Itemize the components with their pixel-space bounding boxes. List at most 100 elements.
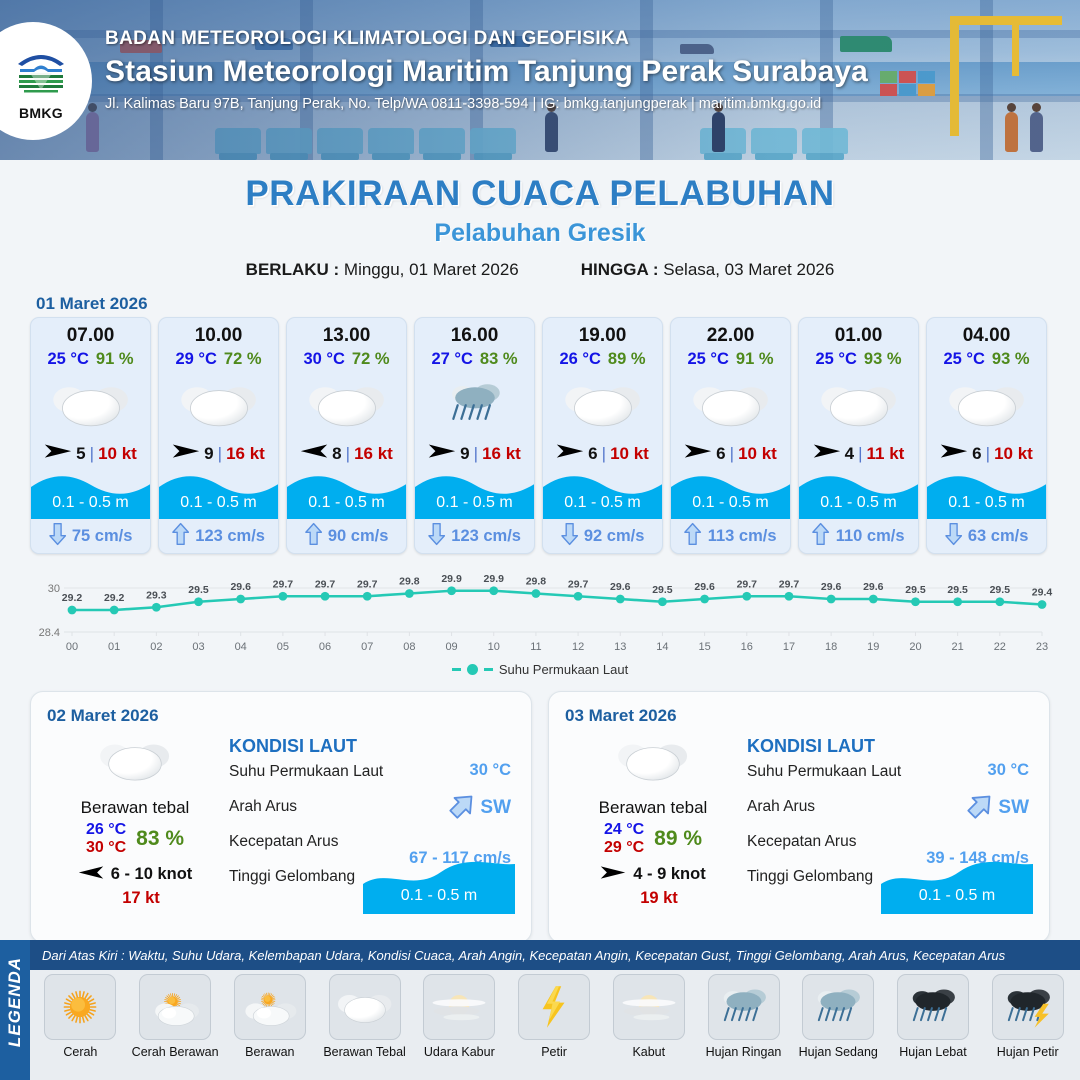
- berawan-tebal-icon: [47, 732, 223, 788]
- current-row: 123 cm/s: [415, 519, 534, 553]
- current-direction-value: SW: [480, 796, 511, 818]
- forecast-card[interactable]: 07.00 25 °C 91 % 5 | 10 kt 0.1 - 0.5 m: [30, 317, 151, 554]
- svg-text:11: 11: [530, 641, 541, 653]
- wave-height-value: 0.1 - 0.5 m: [180, 494, 257, 511]
- svg-text:29.7: 29.7: [273, 578, 294, 590]
- legend-side-tab: LEGENDA: [0, 940, 30, 1080]
- current-speed-value: 113 cm/s: [707, 526, 777, 545]
- forecast-temp-humidity: 25 °C 91 %: [671, 350, 790, 369]
- forecast-temperature: 25 °C: [687, 350, 729, 368]
- chart-legend: Suhu Permukaan Laut: [0, 662, 1080, 677]
- svg-text:30: 30: [48, 583, 60, 595]
- daily-temp-min: 24 °C: [603, 821, 645, 838]
- forecast-time: 10.00: [194, 325, 243, 346]
- daily-temp-column: 24 °C 29 °C: [604, 821, 644, 857]
- legend-item: Hujan Ringan: [699, 974, 788, 1059]
- berawan-tebal-icon: [287, 373, 406, 435]
- legend-item: Cerah: [36, 974, 125, 1059]
- daily-body: Berawan tebal 26 °C 30 °C 83 % 6 - 10 kn…: [47, 728, 515, 914]
- wind-direction-arrow-icon: [556, 442, 584, 465]
- wind-separator: |: [217, 444, 223, 463]
- forecast-card[interactable]: 10.00 29 °C 72 % 9 | 16 kt 0.1 - 0.5 m: [158, 317, 279, 554]
- svg-text:23: 23: [1036, 641, 1048, 653]
- forecast-wind-row: 4 | 11 kt: [799, 441, 918, 467]
- daily-temp-column: 26 °C 30 °C: [86, 821, 126, 857]
- hujan-ringan-icon: [415, 373, 534, 435]
- agency-name: BADAN METEOROLOGI KLIMATOLOGI DAN GEOFIS…: [105, 28, 630, 49]
- forecast-time: 01.00: [834, 325, 883, 346]
- current-speed-value: 75 cm/s: [71, 526, 133, 545]
- svg-text:17: 17: [783, 641, 795, 653]
- berawan-tebal-icon: [328, 974, 401, 1040]
- forecast-temp-humidity: 25 °C 93 %: [927, 350, 1046, 369]
- forecast-wind-row: 6 | 10 kt: [543, 441, 662, 467]
- sea-wave-row: Tinggi Gelombang: [229, 862, 515, 897]
- wave-block: 0.1 - 0.5 m: [159, 469, 278, 519]
- forecast-card[interactable]: 16.00 27 °C 83 % 9 | 16 kt 0.1 - 0.5 m 1…: [414, 317, 535, 554]
- wind-gust-value: 10 kt: [98, 444, 137, 463]
- wind-direction-arrow-icon: [78, 864, 104, 886]
- daily-forecast-panel[interactable]: 03 Maret 2026 Berawan tebal 24 °C 29 °C …: [548, 691, 1050, 943]
- forecast-time: 19.00: [578, 325, 627, 346]
- legend-item-label: Cerah Berawan: [131, 1045, 219, 1059]
- legend-item-label: Berawan Tebal: [323, 1045, 406, 1059]
- daily-wind-row: 6 - 10 knot: [47, 864, 223, 886]
- legend-bar: LEGENDA Dari Atas Kiri : Waktu, Suhu Uda…: [0, 940, 1080, 1080]
- legend-item-label: Kabut: [632, 1045, 666, 1059]
- svg-text:29.4: 29.4: [1032, 587, 1053, 599]
- legend-item: Berawan: [225, 974, 314, 1059]
- wind-separator: |: [89, 444, 95, 463]
- forecast-card[interactable]: 04.00 25 °C 93 % 6 | 10 kt 0.1 - 0.5 m: [926, 317, 1047, 554]
- sea-sst-row: Suhu Permukaan Laut 30 °C: [229, 757, 515, 792]
- current-row: 75 cm/s: [31, 519, 150, 553]
- wave-block: 0.1 - 0.5 m: [799, 469, 918, 519]
- forecast-wind-row: 6 | 10 kt: [671, 441, 790, 467]
- svg-text:29.6: 29.6: [694, 581, 715, 593]
- sst-label: Suhu Permukaan Laut: [229, 763, 384, 780]
- current-direction-arrow-icon: [428, 522, 446, 551]
- forecast-card[interactable]: 19.00 26 °C 89 % 6 | 10 kt 0.1 - 0.5 m: [542, 317, 663, 554]
- forecast-temp-humidity: 25 °C 93 %: [799, 350, 918, 369]
- svg-text:29.5: 29.5: [905, 584, 926, 596]
- forecast-card[interactable]: 22.00 25 °C 91 % 6 | 10 kt 0.1 - 0.5 m: [670, 317, 791, 554]
- legend-item-label: Hujan Sedang: [798, 1045, 878, 1059]
- svg-text:05: 05: [277, 641, 289, 653]
- daily-condition: Berawan tebal: [80, 798, 190, 817]
- forecast-humidity: 93 %: [991, 350, 1030, 368]
- wind-direction-value: 6: [588, 444, 598, 463]
- sea-wave-row: Tinggi Gelombang: [747, 862, 1033, 897]
- wave-height-value: 0.1 - 0.5 m: [820, 494, 897, 511]
- daily-left-column: Berawan tebal 24 °C 29 °C 89 % 4 - 9 kno…: [565, 728, 741, 908]
- forecast-temperature: 25 °C: [943, 350, 985, 368]
- sea-condition-title: KONDISI LAUT: [747, 736, 875, 756]
- sea-condition-block: KONDISI LAUT Suhu Permukaan Laut 30 °C A…: [741, 728, 1033, 914]
- legend-item-label: Berawan: [245, 1045, 295, 1059]
- daily-panel-row: 02 Maret 2026 Berawan tebal 26 °C 30 °C …: [0, 677, 1080, 943]
- daily-forecast-panel[interactable]: 02 Maret 2026 Berawan tebal 26 °C 30 °C …: [30, 691, 532, 943]
- daily-wave-block: 0.1 - 0.5 m: [363, 858, 515, 914]
- hujan-sedang-icon: [802, 974, 875, 1040]
- legend-line-icon: [483, 668, 493, 671]
- wave-height-value: 0.1 - 0.5 m: [308, 494, 385, 511]
- legend-item-label: Petir: [541, 1045, 567, 1059]
- forecast-card[interactable]: 13.00 30 °C 72 % 8 | 16 kt 0.1 - 0.5 m: [286, 317, 407, 554]
- daily-wind-value: 6 - 10 knot: [110, 865, 193, 884]
- svg-text:22: 22: [994, 641, 1006, 653]
- current-speed-value: 90 cm/s: [327, 526, 389, 545]
- current-speed-label: Kecepatan Arus: [229, 833, 339, 850]
- legend-item: Berawan Tebal: [320, 974, 409, 1059]
- sst-chart-svg: 30 28.4 00 01 02 03 04 05 06 07 08 09 10 11 12 13 14 15 16…: [39, 573, 1053, 653]
- svg-text:03: 03: [192, 641, 204, 653]
- wave-height-value: 0.1 - 0.5 m: [948, 494, 1025, 511]
- forecast-card[interactable]: 01.00 25 °C 93 % 4 | 11 kt 0.1 - 0.5 m: [798, 317, 919, 554]
- forecast-time: 07.00: [66, 325, 115, 346]
- svg-text:07: 07: [361, 641, 373, 653]
- forecast-humidity: 91 %: [735, 350, 774, 368]
- forecast-temperature: 27 °C: [431, 350, 473, 368]
- wind-gust-value: 10 kt: [610, 444, 649, 463]
- wind-direction-value: 6: [972, 444, 982, 463]
- sea-sst-row: Suhu Permukaan Laut 30 °C: [747, 757, 1033, 792]
- current-direction-value: SW: [998, 796, 1029, 818]
- forecast-wind-row: 5 | 10 kt: [31, 441, 150, 467]
- wind-separator: |: [985, 444, 991, 463]
